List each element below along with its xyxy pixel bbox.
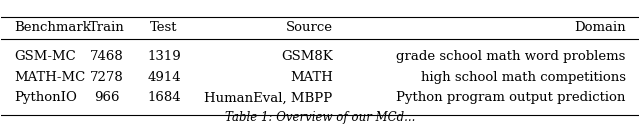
Text: Source: Source (285, 21, 333, 34)
Text: HumanEval, MBPP: HumanEval, MBPP (205, 91, 333, 104)
Text: Test: Test (150, 21, 178, 34)
Text: MATH: MATH (290, 71, 333, 84)
Text: high school math competitions: high school math competitions (421, 71, 626, 84)
Text: 4914: 4914 (147, 71, 180, 84)
Text: 966: 966 (94, 91, 119, 104)
Text: PythonIO: PythonIO (14, 91, 77, 104)
Text: 7278: 7278 (90, 71, 124, 84)
Text: grade school math word problems: grade school math word problems (397, 50, 626, 63)
Text: 1684: 1684 (147, 91, 180, 104)
Text: Domain: Domain (574, 21, 626, 34)
Text: 1319: 1319 (147, 50, 180, 63)
Text: GSM8K: GSM8K (281, 50, 333, 63)
Text: Benchmark: Benchmark (14, 21, 91, 34)
Text: Train: Train (89, 21, 124, 34)
Text: Table 1: Overview of our MCd...: Table 1: Overview of our MCd... (225, 111, 415, 124)
Text: MATH-MC: MATH-MC (14, 71, 85, 84)
Text: Python program output prediction: Python program output prediction (397, 91, 626, 104)
Text: GSM-MC: GSM-MC (14, 50, 76, 63)
Text: 7468: 7468 (90, 50, 124, 63)
